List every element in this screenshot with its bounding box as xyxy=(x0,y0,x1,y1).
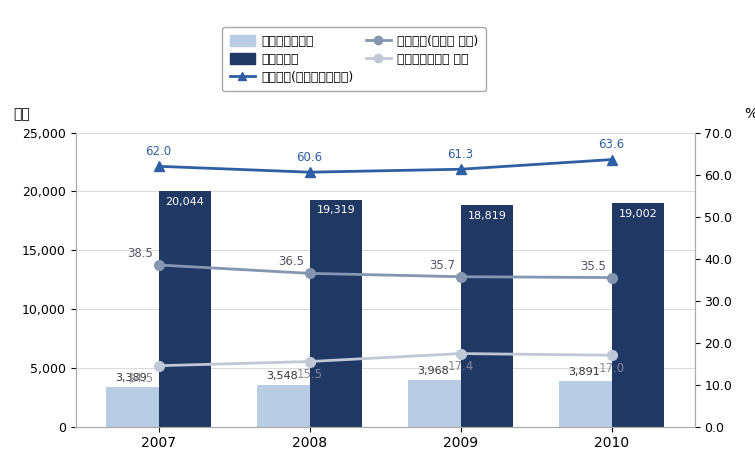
Text: 20,044: 20,044 xyxy=(165,197,205,207)
Text: 17.4: 17.4 xyxy=(448,360,473,373)
Bar xyxy=(106,387,159,427)
Bar xyxy=(310,200,362,427)
Text: 61.3: 61.3 xyxy=(448,148,473,161)
Bar xyxy=(461,205,513,427)
Text: 35.5: 35.5 xyxy=(581,260,606,273)
Text: 3,968: 3,968 xyxy=(417,366,448,376)
Text: 14.5: 14.5 xyxy=(128,372,153,385)
Bar xyxy=(257,385,310,427)
Text: 60.6: 60.6 xyxy=(297,151,322,164)
Text: 3,389: 3,389 xyxy=(115,373,146,383)
Text: 17.0: 17.0 xyxy=(599,362,624,374)
Text: 38.5: 38.5 xyxy=(128,247,153,260)
Text: 천명: 천명 xyxy=(14,107,30,121)
Text: 19,002: 19,002 xyxy=(618,209,658,219)
Bar xyxy=(408,380,461,427)
Text: 18,819: 18,819 xyxy=(467,211,507,221)
Text: 19,319: 19,319 xyxy=(316,205,356,215)
Bar xyxy=(612,203,664,427)
Text: %: % xyxy=(744,107,755,121)
Text: 62.0: 62.0 xyxy=(146,145,171,158)
Text: 63.6: 63.6 xyxy=(599,138,624,151)
Bar xyxy=(159,191,211,427)
Text: 3,548: 3,548 xyxy=(266,371,297,382)
Text: 15.5: 15.5 xyxy=(297,368,322,381)
Text: 36.5: 36.5 xyxy=(279,255,304,268)
Text: 3,891: 3,891 xyxy=(568,367,599,377)
Bar xyxy=(559,381,612,427)
Text: 35.7: 35.7 xyxy=(430,259,455,272)
Legend: 사회서비스산업, 나머지산업, 여성비율(사회서비스산업), 여성비율(나머지 산업), 사회서비스산업 비중: 사회서비스산업, 나머지산업, 여성비율(사회서비스산업), 여성비율(나머지 … xyxy=(222,27,486,91)
